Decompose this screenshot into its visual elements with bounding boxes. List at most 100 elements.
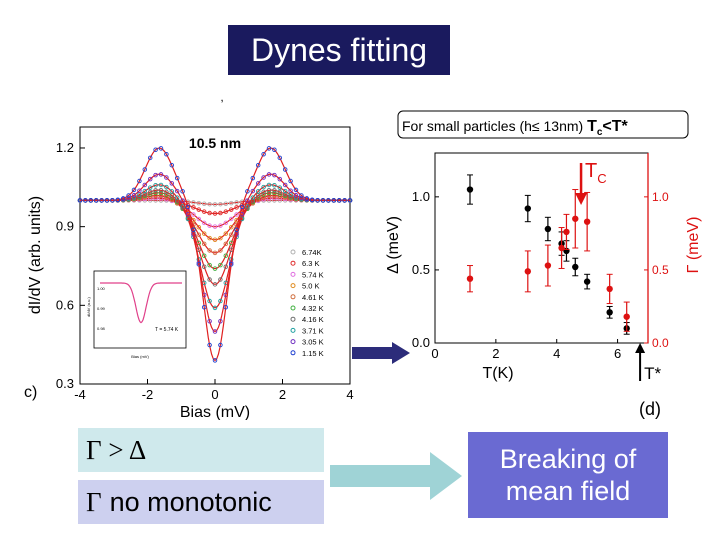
chart-title: 10.5 nm [189, 135, 241, 151]
data-point [342, 198, 347, 203]
data-point [142, 188, 148, 194]
data-point [207, 201, 212, 207]
gap-broadening-chart: For small particles (h≤ 13nm) Tc<T* 0 2 4 6… [385, 110, 702, 419]
data-point [277, 185, 283, 190]
data-point [174, 175, 180, 181]
data-point [228, 224, 234, 230]
legend-label: 5.0 K [302, 282, 320, 291]
data-point [558, 244, 565, 252]
data-point [153, 172, 158, 178]
x-tick-label: 6 [614, 346, 621, 361]
data-point [261, 175, 266, 180]
data-point [255, 162, 261, 168]
legend-marker [290, 260, 296, 266]
data-point [196, 216, 202, 222]
data-point [158, 193, 164, 198]
data-point [201, 220, 207, 226]
data-point [201, 201, 207, 206]
data-point [158, 146, 164, 151]
legend-label: 4.32 K [302, 304, 324, 313]
data-point [266, 172, 272, 177]
data-point [147, 189, 153, 195]
data-point [282, 182, 288, 188]
data-point [218, 298, 223, 304]
x-tick-label: 0 [211, 387, 218, 402]
data-point [153, 188, 158, 193]
inset-ylabel: dI/dV (a.u.) [86, 297, 91, 317]
data-point [212, 329, 218, 334]
data-point [272, 172, 277, 178]
data-point [158, 188, 164, 193]
data-point [272, 183, 277, 188]
data-point [309, 197, 315, 202]
data-point [466, 275, 474, 282]
inset-ytick: 1.00 [97, 286, 106, 291]
data-point [169, 181, 175, 186]
data-point [201, 241, 207, 247]
data-point [563, 228, 570, 236]
data-point [266, 188, 272, 193]
data-point [93, 198, 99, 203]
data-point [185, 204, 191, 210]
data-point [218, 201, 223, 207]
data-point [223, 201, 229, 206]
data-point [120, 196, 126, 201]
data-point [223, 264, 229, 270]
gamma-symbol: Γ [86, 486, 102, 517]
data-point [137, 178, 142, 184]
data-point [239, 204, 245, 210]
data-point [196, 224, 202, 230]
data-point [572, 215, 579, 222]
inset-curve [100, 282, 182, 324]
data-point [212, 305, 218, 311]
data-point [131, 187, 137, 193]
gamma-no-monotonic-box: Γ no monotonic [78, 480, 324, 524]
data-point [315, 197, 320, 203]
data-point [153, 190, 158, 196]
data-point [304, 196, 310, 201]
x-axis-label: Bias (mV) [180, 404, 250, 420]
no-monotonic-text: no monotonic [109, 486, 272, 517]
data-point [293, 192, 299, 198]
x-tick-label: -2 [142, 387, 154, 402]
data-point [228, 200, 234, 206]
data-point [299, 193, 304, 198]
data-point [153, 147, 158, 153]
data-point [245, 189, 250, 194]
data-point [212, 224, 218, 229]
data-point [277, 176, 283, 182]
data-point [212, 266, 218, 271]
tc-arrow-head [575, 193, 588, 205]
data-point [153, 195, 158, 201]
data-point [164, 192, 169, 197]
data-point [266, 193, 272, 198]
data-point [583, 278, 591, 285]
data-point [544, 262, 552, 269]
data-point [250, 175, 256, 181]
data-point [288, 178, 293, 184]
data-point [282, 191, 288, 197]
data-point [158, 182, 164, 188]
legend-label: 1.15 K [302, 349, 324, 358]
x-tick-label: 4 [346, 387, 353, 402]
data-point [228, 232, 234, 237]
data-point [88, 198, 94, 203]
data-point [223, 209, 229, 214]
legend-marker [290, 339, 296, 345]
data-point [320, 198, 326, 203]
data-point [245, 204, 250, 209]
data-point [158, 196, 164, 201]
data-point [223, 253, 229, 258]
inset-ytick: 0.99 [97, 306, 106, 311]
legend-label: 6.3 K [302, 259, 320, 268]
data-point [250, 188, 256, 194]
data-point [158, 190, 164, 196]
data-point [207, 235, 212, 241]
data-point [212, 211, 218, 216]
data-point [266, 182, 272, 188]
data-point [201, 264, 207, 270]
data-point [272, 147, 277, 153]
data-point [524, 205, 532, 212]
inset-annotation: T = 5.74 K [155, 327, 179, 333]
t-star-label: T* [644, 364, 661, 383]
